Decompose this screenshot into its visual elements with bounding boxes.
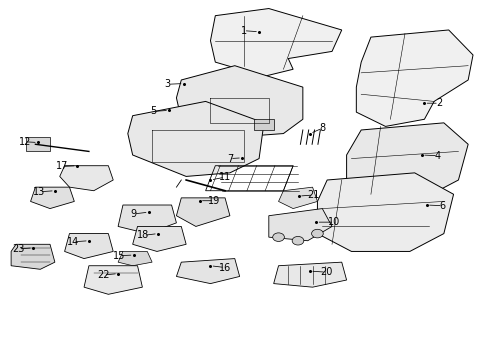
Polygon shape [60, 166, 113, 191]
Polygon shape [84, 266, 142, 294]
Polygon shape [346, 123, 467, 202]
Polygon shape [176, 258, 239, 284]
Text: 18: 18 [137, 230, 149, 240]
Text: 19: 19 [208, 196, 220, 206]
Text: 14: 14 [67, 237, 80, 247]
Polygon shape [64, 234, 113, 258]
Text: 23: 23 [12, 244, 24, 254]
Text: 20: 20 [319, 267, 332, 277]
Circle shape [311, 229, 323, 238]
Polygon shape [268, 208, 331, 241]
Polygon shape [317, 173, 453, 251]
Text: 17: 17 [56, 161, 68, 171]
Text: 1: 1 [240, 26, 246, 36]
Polygon shape [278, 187, 317, 208]
Text: 22: 22 [97, 270, 109, 280]
Polygon shape [254, 119, 273, 130]
Text: 13: 13 [33, 187, 45, 197]
Text: 8: 8 [319, 123, 325, 133]
Circle shape [291, 237, 303, 245]
Text: 4: 4 [434, 151, 440, 161]
Circle shape [272, 233, 284, 242]
Polygon shape [273, 262, 346, 287]
Text: 16: 16 [219, 262, 231, 273]
Text: 7: 7 [226, 154, 233, 163]
Text: 2: 2 [435, 98, 441, 108]
Text: 12: 12 [19, 137, 31, 147]
Text: 15: 15 [113, 251, 125, 261]
Text: 21: 21 [307, 190, 319, 200]
Polygon shape [210, 9, 341, 76]
Polygon shape [132, 226, 186, 251]
Polygon shape [30, 187, 74, 208]
Text: 10: 10 [327, 217, 340, 227]
Text: 5: 5 [150, 107, 156, 116]
Polygon shape [118, 205, 176, 234]
Polygon shape [11, 244, 55, 269]
Polygon shape [356, 30, 472, 126]
Polygon shape [127, 102, 264, 176]
Polygon shape [118, 251, 152, 266]
Text: 3: 3 [164, 79, 170, 89]
Text: 9: 9 [130, 209, 137, 219]
Text: 11: 11 [219, 172, 231, 182]
Text: 6: 6 [439, 201, 445, 211]
Polygon shape [176, 66, 302, 137]
Polygon shape [176, 198, 229, 226]
Polygon shape [26, 137, 50, 152]
